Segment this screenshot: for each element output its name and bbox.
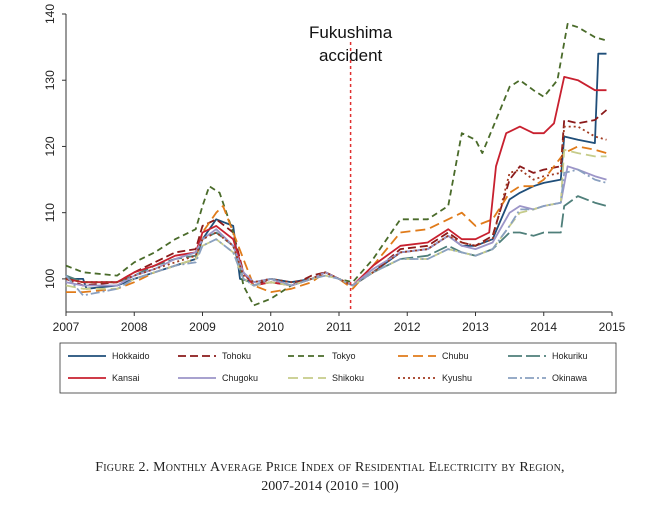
figure-caption: Figure 2. Monthly Average Price Index of… — [0, 458, 660, 496]
legend: Hokkaido Tohoku Tokyo Chubu Hokuriku Kansai Ch… — [68, 351, 588, 383]
x-tick-label: 2007 — [53, 320, 80, 334]
annotation-line-2: accident — [319, 46, 383, 65]
x-tick-label: 2012 — [394, 320, 421, 334]
y-tick-label: 140 — [43, 4, 57, 24]
legend-label-tokyo: Tokyo — [332, 351, 356, 361]
caption-line-1: Figure 2. Monthly Average Price Index of… — [95, 460, 565, 475]
series-line-kyushu — [65, 125, 607, 287]
legend-label-hokuriku: Hokuriku — [552, 351, 588, 361]
legend-label-hokkaido: Hokkaido — [112, 351, 150, 361]
y-tick-label: 110 — [43, 203, 57, 222]
x-tick-label: 2009 — [189, 320, 216, 334]
annotation-line-1: Fukushima — [309, 23, 393, 42]
x-tick-label: 2008 — [121, 320, 148, 334]
legend-label-shikoku: Shikoku — [332, 373, 364, 383]
x-tick-label: 2010 — [257, 320, 284, 334]
caption-line-2: 2007-2014 (2010 = 100) — [261, 479, 399, 494]
legend-label-chubu: Chubu — [442, 351, 469, 361]
series-line-hokkaido — [66, 52, 607, 290]
series-line-tokyo — [65, 23, 607, 307]
series-line-okinawa — [65, 168, 607, 297]
legend-box — [59, 342, 617, 394]
legend-label-okinawa: Okinawa — [552, 373, 587, 383]
legend-label-tohoku: Tohoku — [222, 351, 251, 361]
legend-label-kyushu: Kyushu — [442, 373, 472, 383]
series-layer — [65, 23, 608, 307]
legend-label-chugoku: Chugoku — [222, 373, 258, 383]
legend-label-kansai: Kansai — [112, 373, 140, 383]
x-axis-ticks: 2007 2008 2009 2010 2011 2012 2013 2014 2015 — [53, 312, 626, 334]
y-axis-ticks: 100 110 120 130 140 — [43, 4, 66, 289]
y-tick-label: 120 — [43, 136, 57, 156]
y-tick-label: 130 — [43, 70, 57, 90]
series-line-tohoku — [65, 109, 608, 287]
x-tick-label: 2011 — [326, 320, 352, 334]
x-tick-label: 2015 — [599, 320, 626, 334]
x-tick-label: 2014 — [530, 320, 557, 334]
x-tick-label: 2013 — [462, 320, 489, 334]
series-line-kansai — [65, 76, 607, 287]
line-chart: 100 110 120 130 140 2007 2008 2009 2010 2011 2012… — [43, 4, 626, 394]
y-tick-label: 100 — [43, 269, 57, 289]
